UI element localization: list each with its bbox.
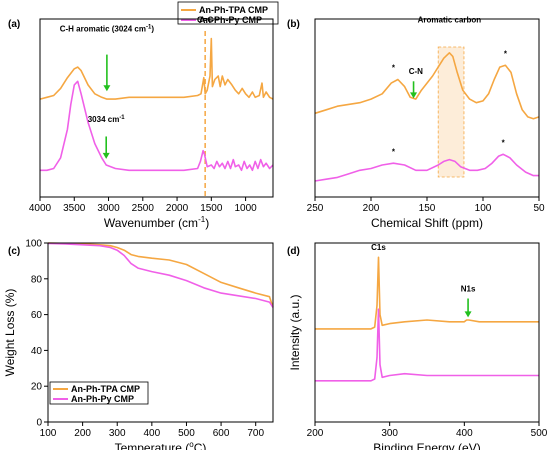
- x-tick-label: 400: [456, 428, 473, 439]
- green-arrow-head: [410, 92, 418, 99]
- x-tick-label: 2500: [132, 203, 155, 214]
- panel-label: (c): [8, 246, 20, 257]
- x-tick-label: 200: [74, 428, 91, 439]
- y-tick-label: 100: [25, 239, 42, 250]
- peak-marker: *: [392, 64, 396, 73]
- x-axis-title: Binding Energy (eV): [373, 441, 480, 450]
- x-tick-label: 200: [363, 203, 380, 214]
- x-tick-label: 1000: [234, 203, 257, 214]
- y-axis-title: Intensity (a.u.): [288, 294, 302, 370]
- series-line-tpa: [47, 242, 274, 308]
- peak-marker: *: [504, 49, 508, 58]
- x-tick-label: 100: [475, 203, 492, 214]
- x-tick-label: 3000: [97, 203, 120, 214]
- x-tick-label: 100: [40, 428, 57, 439]
- legend-label: An-Ph-Py CMP: [71, 394, 134, 404]
- series-line-py: [315, 308, 539, 382]
- y-tick-label: 40: [31, 346, 43, 357]
- panel-d-xps: (d) C1s N1s 200 300 400 500 Binding Energy (eV)…: [287, 242, 548, 450]
- plot-frame: [314, 242, 540, 423]
- peak-marker: *: [502, 138, 506, 147]
- x-tick-label: 500: [531, 428, 548, 439]
- annotation: N1s: [461, 284, 476, 293]
- panel-c-tga: (c) 100 200 300 400 500 600 700 0 20 40 60 80 100 Temp…: [3, 239, 274, 450]
- x-tick-label: 50: [533, 203, 545, 214]
- annotation: C1s: [371, 243, 386, 252]
- panel-label: (d): [287, 246, 300, 257]
- y-tick-label: 60: [31, 310, 43, 321]
- annotation: C-N: [409, 67, 423, 76]
- panel-label: (b): [287, 19, 300, 30]
- series-line-tpa: [315, 256, 539, 330]
- x-axis-title: Wavenumber (cm-1): [104, 215, 209, 230]
- top-legend-label: An-Ph-TPA CMP: [199, 5, 268, 15]
- green-arrow-head: [103, 85, 111, 92]
- legend-box: [49, 381, 149, 405]
- y-tick-label: 20: [31, 382, 43, 393]
- x-tick-label: 150: [419, 203, 436, 214]
- annotation: 3034 cm-1: [88, 115, 126, 124]
- y-axis-title: Weight Loss (%): [3, 289, 17, 377]
- panel-a-ftir: (a) C-H aromatic (3024 cm-1) 3034 cm-1 C=C 4…: [8, 16, 274, 230]
- x-tick-label: 4000: [29, 203, 52, 214]
- x-tick-label: 700: [247, 428, 264, 439]
- aromatic-region-highlight: [437, 46, 465, 178]
- plot-frame: [39, 18, 274, 198]
- series-line-py: [47, 242, 274, 308]
- y-tick-label: 80: [31, 274, 43, 285]
- x-tick-label: 250: [307, 203, 324, 214]
- annotation: C-H aromatic (3024 cm-1): [60, 24, 155, 33]
- x-tick-label: 600: [213, 428, 230, 439]
- x-tick-label: 300: [381, 428, 398, 439]
- green-arrow-head: [464, 311, 472, 318]
- series-line-py: [40, 80, 274, 172]
- top-legend-label: An-Ph-Py CMP: [199, 15, 262, 25]
- series-line-tpa: [39, 37, 274, 100]
- x-axis-title: Temperature (oC): [115, 440, 207, 450]
- x-tick-label: 200: [307, 428, 324, 439]
- x-tick-label: 1500: [200, 203, 223, 214]
- panel-b-nmr: (b) Aromatic carbon * C-N * * * 250 200 150 100 50 C…: [287, 16, 545, 230]
- x-tick-label: 500: [178, 428, 195, 439]
- peak-marker: *: [392, 147, 396, 156]
- panel-label: (a): [8, 19, 20, 30]
- plot-frame: [47, 242, 274, 423]
- legend-label: An-Ph-TPA CMP: [71, 384, 140, 394]
- annotation: Aromatic carbon: [418, 16, 482, 25]
- series-line-tpa: [314, 52, 540, 120]
- x-axis-title: Chemical Shift (ppm): [371, 216, 483, 230]
- green-arrow-head: [102, 152, 110, 159]
- annotation: C=C: [197, 16, 213, 25]
- y-tick-label: 0: [36, 418, 42, 429]
- x-tick-label: 3500: [63, 203, 86, 214]
- x-tick-label: 400: [144, 428, 161, 439]
- x-tick-label: 300: [109, 428, 126, 439]
- x-tick-label: 2000: [166, 203, 189, 214]
- series-line-py: [314, 153, 539, 182]
